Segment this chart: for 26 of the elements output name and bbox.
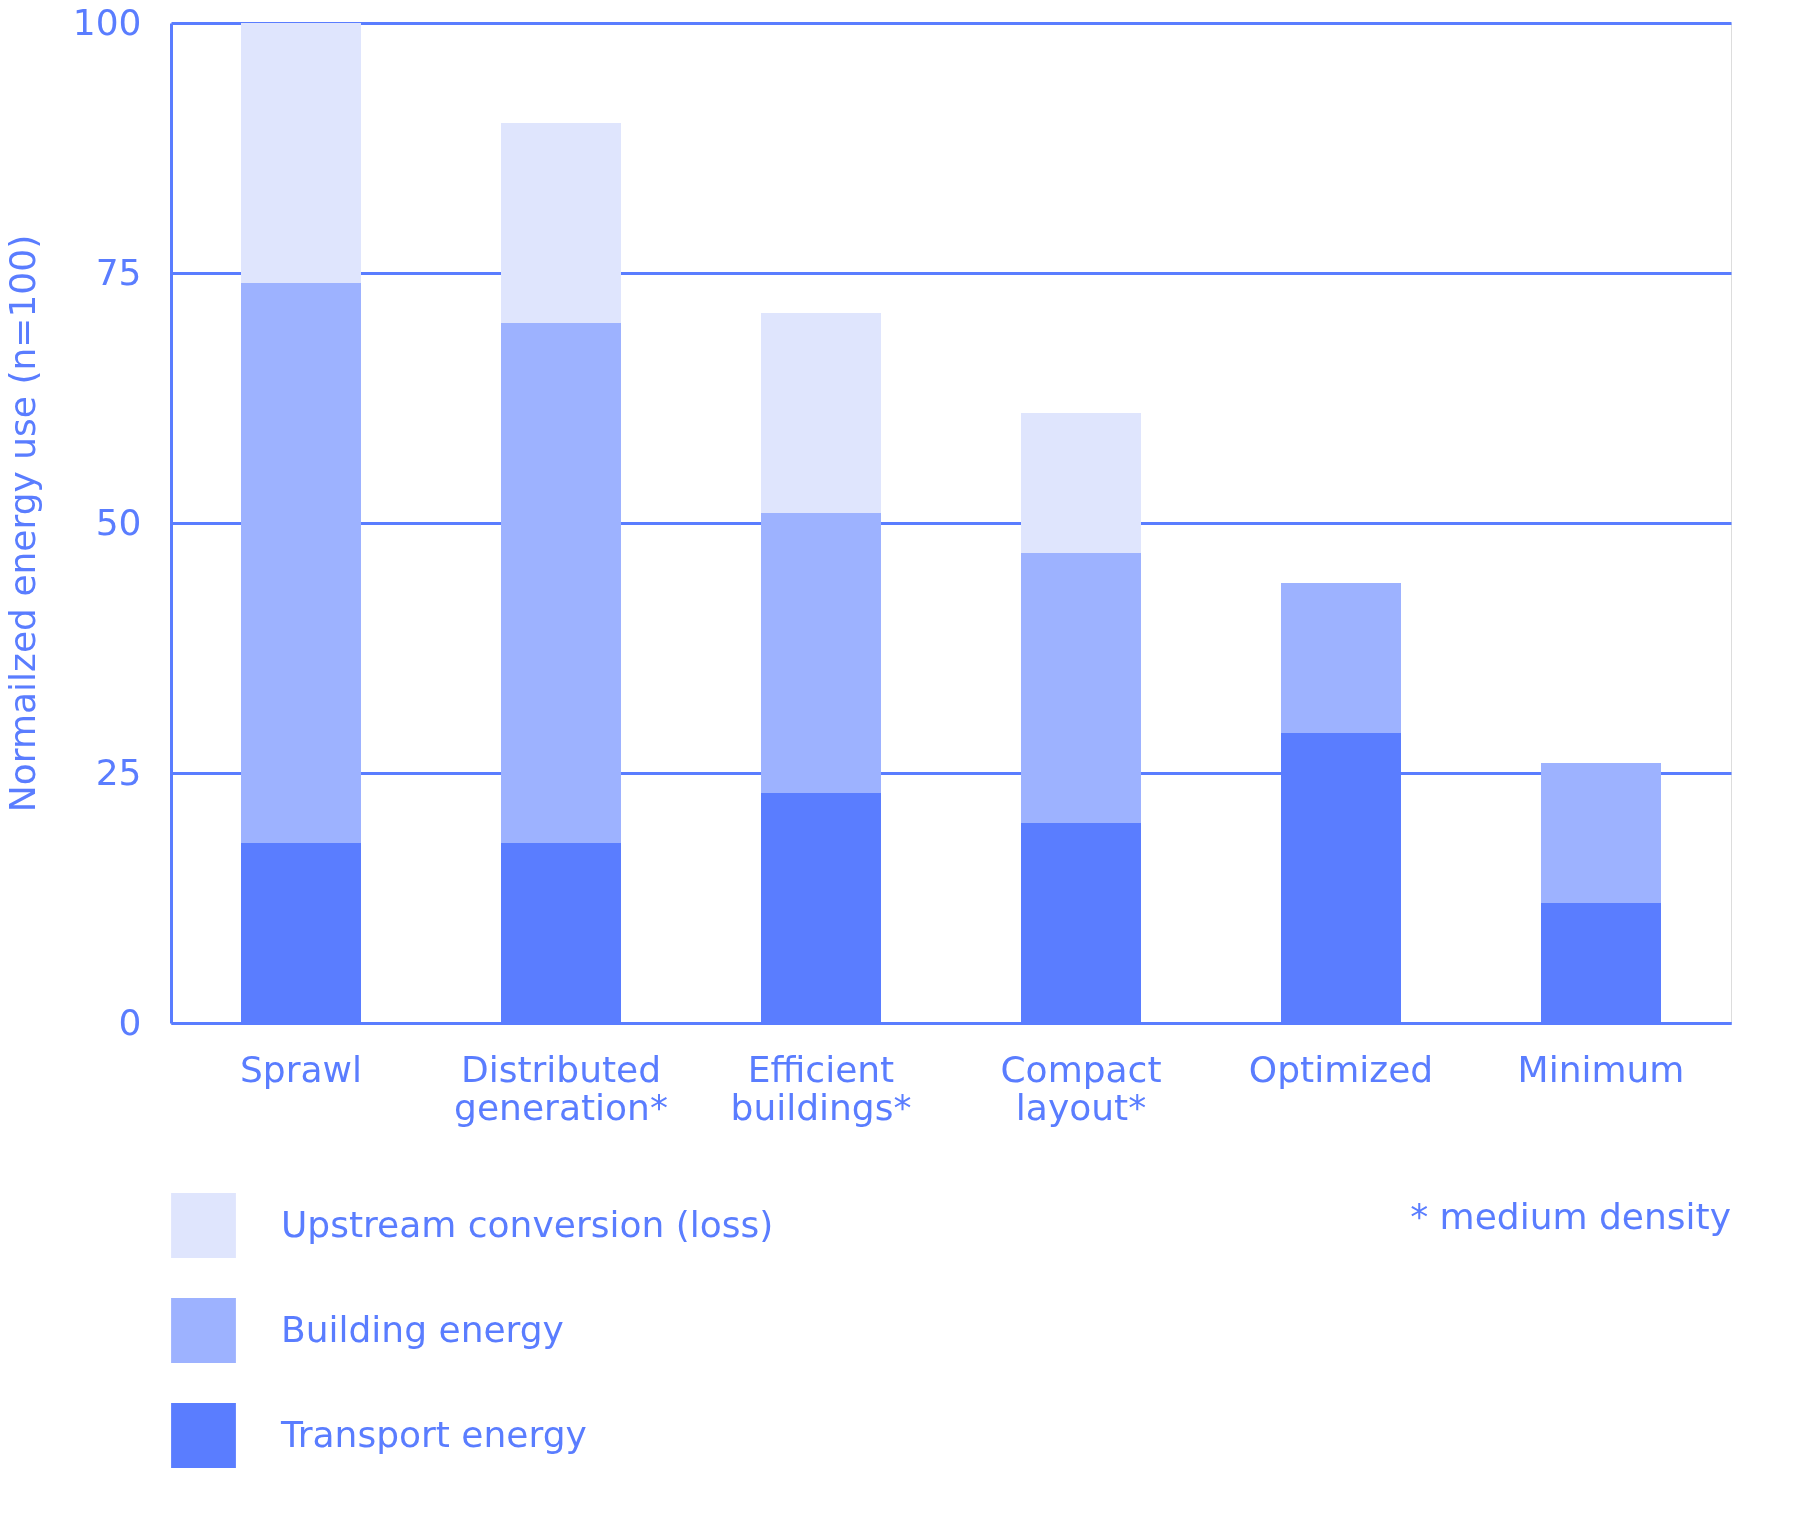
bar [1541, 763, 1661, 903]
bar [1021, 553, 1141, 823]
legend-label: Transport energy [280, 1413, 587, 1455]
y-tick-label: 50 [95, 501, 142, 543]
bar [501, 323, 621, 843]
bar [761, 513, 881, 793]
y-axis-title: Normailzed energy use (n=100) [1, 234, 43, 813]
bar [501, 123, 621, 323]
y-tick-label: 0 [118, 1001, 142, 1043]
x-tick-label: Compact layout* [1000, 1048, 1162, 1128]
x-tick-label: Minimum [1517, 1048, 1685, 1090]
bar [1281, 583, 1401, 733]
bar [1021, 413, 1141, 553]
x-tick-label: Sprawl [239, 1048, 363, 1090]
x-tick-label: Efficient buildings* [730, 1048, 912, 1128]
bar [241, 283, 361, 843]
bar [241, 23, 361, 283]
x-tick-label: Optimized [1248, 1048, 1434, 1090]
y-tick-label: 100 [72, 1, 142, 43]
legend-label: Upstream conversion (loss) [281, 1203, 774, 1245]
y-tick-label: 25 [95, 751, 142, 793]
x-tick-label: Distributed generation* [454, 1048, 668, 1128]
bar [761, 313, 881, 513]
y-tick-label: 75 [95, 251, 142, 293]
text: * medium density [1410, 1196, 1731, 1237]
legend-label: Building energy [281, 1308, 564, 1350]
